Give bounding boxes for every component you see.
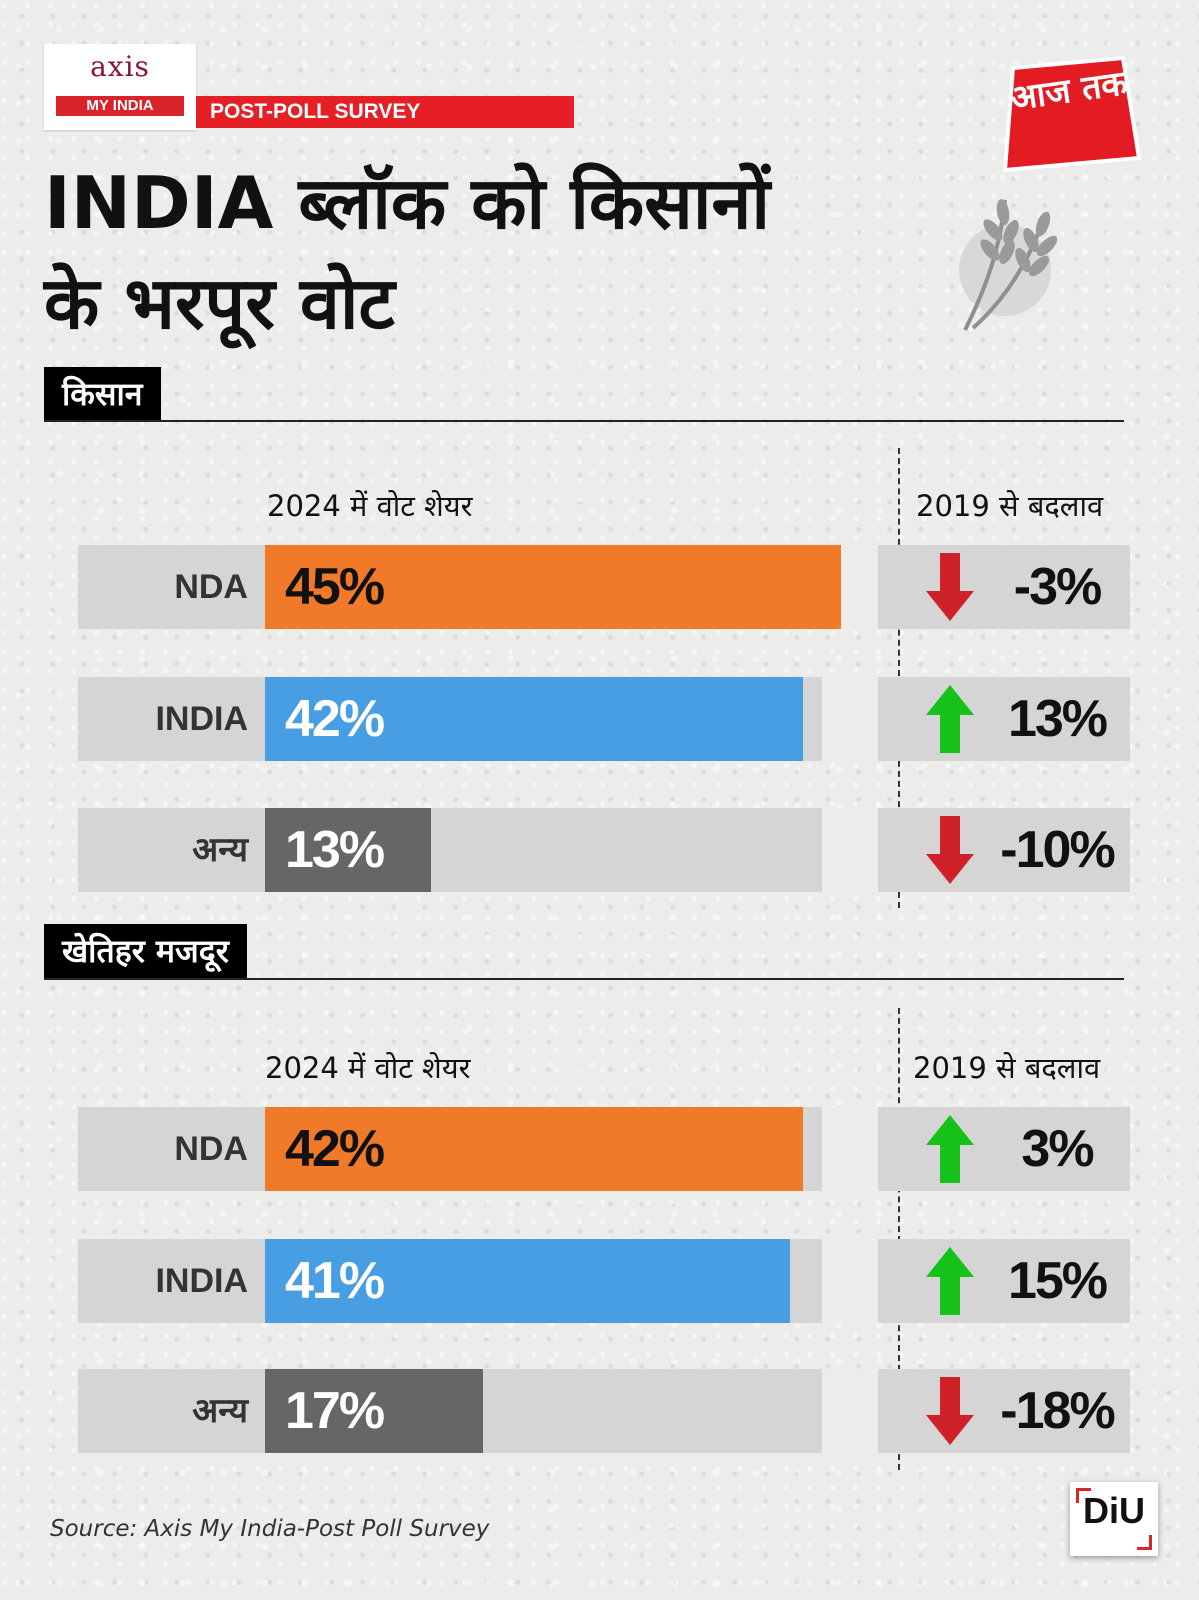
arrow-down-icon	[926, 816, 974, 884]
aajtak-logo-shape	[1002, 55, 1142, 172]
axis-logo-word: axis	[90, 50, 150, 83]
aajtak-logo: आज तक	[995, 54, 1143, 172]
source-note: Source: Axis My India-Post Poll Survey	[50, 1516, 490, 1542]
category-label: NDA	[174, 568, 248, 606]
diu-logo: DiU	[1070, 1482, 1158, 1556]
change-value-label: -10%	[1000, 821, 1115, 879]
bar-value-label: 41%	[285, 1252, 385, 1310]
bar: 17%	[265, 1369, 483, 1453]
diu-logo-corner	[1137, 1535, 1152, 1550]
category-label: INDIA	[155, 1262, 248, 1300]
category-label: NDA	[174, 1130, 248, 1168]
diu-logo-corner	[1076, 1488, 1091, 1503]
headline-line-2: के भरपूर वोट	[44, 261, 395, 345]
arrow-up-icon	[926, 685, 974, 753]
change-value-label: 3%	[1021, 1120, 1094, 1178]
bar: 45%	[265, 545, 841, 629]
vote-share-header: 2024 में वोट शेयर	[267, 489, 473, 523]
change-header: 2019 से बदलाव	[916, 489, 1104, 523]
change-value-label: -18%	[1000, 1382, 1115, 1440]
section-label-farmers: किसान	[44, 367, 161, 421]
category-label: अन्य	[192, 831, 248, 869]
bar-value-label: 17%	[285, 1382, 385, 1440]
headline-line-1: INDIA ब्लॉक को किसानों	[44, 161, 771, 245]
arrow-down-icon	[926, 553, 974, 621]
axis-logo-subtitle: MY INDIA	[56, 96, 184, 116]
wheat-icon	[945, 190, 1075, 340]
axis-my-india-logo: axis MY INDIA	[44, 44, 196, 130]
bar: 42%	[265, 1107, 803, 1191]
bar: 13%	[265, 808, 432, 892]
change-header: 2019 से बदलाव	[913, 1051, 1101, 1085]
section-label-farm-labourers: खेतिहर मजदूर	[44, 924, 247, 978]
change-value-label: 13%	[1007, 690, 1108, 748]
change-value-label: 15%	[1007, 1252, 1108, 1310]
category-label: INDIA	[155, 700, 248, 738]
bar-value-label: 45%	[285, 558, 385, 616]
bar-value-label: 42%	[285, 690, 385, 748]
change-value-label: -3%	[1013, 558, 1102, 616]
diu-logo-text: DiU	[1083, 1490, 1145, 1531]
bar: 42%	[265, 677, 803, 761]
arrow-up-icon	[926, 1247, 974, 1315]
vote-share-header: 2024 में वोट शेयर	[265, 1051, 471, 1085]
bar-value-label: 13%	[285, 821, 385, 879]
category-label: अन्य	[192, 1392, 248, 1430]
arrow-up-icon	[926, 1115, 974, 1183]
bar-value-label: 42%	[285, 1120, 385, 1178]
bar: 41%	[265, 1239, 790, 1323]
arrow-down-icon	[926, 1377, 974, 1445]
section-rule	[44, 978, 1124, 980]
section-rule	[44, 420, 1124, 422]
survey-tag: POST-POLL SURVEY	[196, 96, 574, 128]
